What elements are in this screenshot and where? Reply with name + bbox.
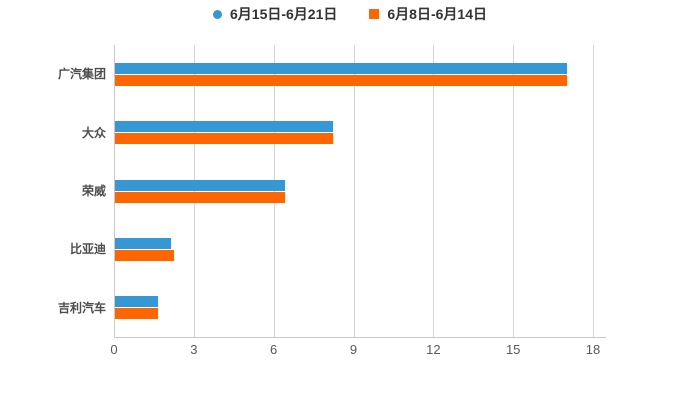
- gridline-x-3: [193, 45, 195, 337]
- x-tick-label-18: 18: [585, 342, 601, 357]
- x-tick-label-15: 15: [505, 342, 521, 357]
- gridline-x-12: [433, 45, 435, 337]
- gridline-x-9: [353, 45, 355, 337]
- bar-series1-吉利汽车[interactable]: [115, 308, 158, 320]
- x-tick-label-12: 12: [426, 342, 441, 357]
- chart-legend: 6月15日-6月21日 6月8日-6月14日: [0, 5, 700, 23]
- bar-series0-大众[interactable]: [115, 121, 334, 133]
- legend-label-week-jun15-21: 6月15日-6月21日: [230, 6, 338, 22]
- category-label-2: 荣威: [81, 184, 106, 198]
- gridline-x-15: [513, 45, 515, 337]
- gridline-x-18: [593, 45, 595, 337]
- legend-circle-marker-icon: [213, 9, 222, 19]
- plot-area: [114, 45, 601, 337]
- bar-series1-荣威[interactable]: [115, 191, 286, 203]
- legend-square-marker-icon: [369, 9, 380, 19]
- y-axis-line: [114, 45, 115, 337]
- x-tick-label-9: 9: [349, 342, 358, 357]
- x-tick-label-3: 3: [190, 342, 198, 357]
- bar-series0-荣威[interactable]: [115, 179, 286, 191]
- category-label-3: 比亚迪: [69, 242, 106, 257]
- legend-item-week-jun8-14[interactable]: 6月8日-6月14日: [369, 6, 487, 22]
- x-tick-label-0: 0: [110, 342, 118, 357]
- bar-series1-比亚迪[interactable]: [115, 249, 174, 261]
- bar-series0-吉利汽车[interactable]: [115, 296, 158, 308]
- x-tick-label-6: 6: [270, 342, 278, 357]
- x-axis-line: [114, 337, 606, 338]
- bar-series0-广汽集团[interactable]: [115, 62, 568, 74]
- category-label-0: 广汽集团: [57, 67, 106, 82]
- category-label-4: 吉利汽车: [57, 300, 106, 315]
- legend-item-week-jun15-21[interactable]: 6月15日-6月21日: [213, 6, 337, 22]
- category-label-1: 大众: [81, 125, 106, 140]
- bar-series0-比亚迪[interactable]: [115, 237, 171, 249]
- gridline-x-6: [273, 45, 275, 337]
- bar-series1-广汽集团[interactable]: [115, 74, 568, 86]
- bar-series1-大众[interactable]: [115, 133, 334, 145]
- legend-label-week-jun8-14: 6月8日-6月14日: [387, 6, 487, 22]
